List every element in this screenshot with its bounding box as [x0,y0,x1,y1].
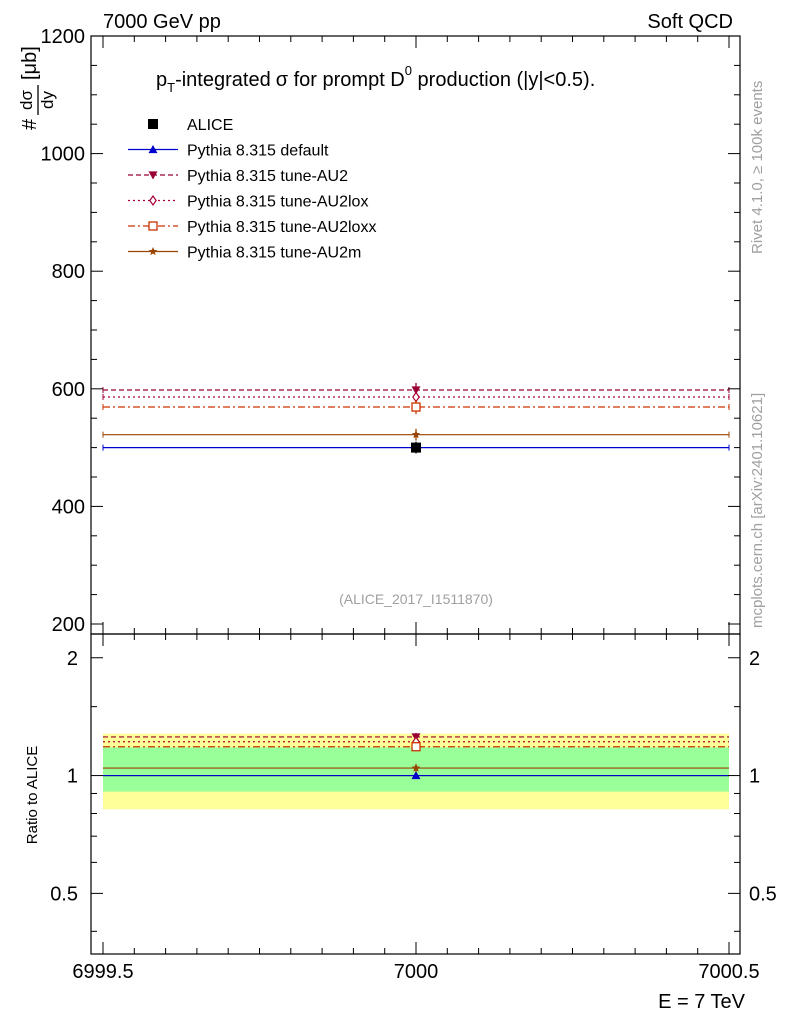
legend-label-pythia-8-315-tune-au2: Pythia 8.315 tune-AU2 [187,168,348,185]
legend-marker-pythia-8-315-tune-au2lox [149,194,157,207]
ylabel-den: dy [38,91,57,109]
axis-ticks [91,35,740,954]
legend-label-pythia-8-315-tune-au2loxx: Pythia 8.315 tune-AU2loxx [187,219,376,236]
ratio-ylabel: Ratio to ALICE [24,746,41,844]
main-yticklabel: 1000 [41,144,86,166]
legend-label-alice: ALICE [187,117,233,134]
main-point-pythia-8-315-tune-au2loxx [411,402,421,412]
title-middle: -integrated [175,69,271,91]
legend: ALICE Pythia 8.315 default Pythia 8.315 tu… [128,117,376,262]
ratio-series-group [103,732,729,780]
title-text: for prompt D [288,69,405,91]
main-yticklabel: 600 [52,379,85,401]
main-yticklabel: 1200 [41,26,86,48]
ratio-point-pythia-8-315-tune-au2m [411,763,421,772]
legend-marker-pythia-8-315-tune-au2m [148,247,158,256]
xlabel: E = 7 TeV [658,991,746,1013]
header-left: 7000 GeV pp [103,11,221,33]
legend-label-pythia-8-315-default: Pythia 8.315 default [187,143,329,160]
main-title: pT-integrated σ for prompt D0 production … [156,63,595,95]
main-yticklabel: 800 [52,261,85,283]
title-suffix: production (|y|<0.5). [412,69,595,91]
title-prefix: p [156,69,167,91]
main-series-group [102,382,730,454]
ratio-yticklabel-left: 0.5 [50,883,78,905]
xticklabel: 7000.5 [698,961,759,983]
main-yticklabel: 400 [52,496,85,518]
main-point-pythia-8-315-tune-au2 [411,386,421,395]
ratio-yticklabel-right: 1 [749,766,760,788]
legend-marker-pythia-8-315-tune-au2loxx [148,221,158,231]
analysis-watermark: (ALICE_2017_I1511870) [339,591,493,607]
ratio-yticklabel-left: 2 [67,648,78,670]
main-point-pythia-8-315-tune-au2m [411,430,421,439]
title-sup: 0 [405,63,412,78]
legend-item-pythia-8-315-tune-au2: Pythia 8.315 tune-AU2 [128,168,348,185]
ylabel-num: dσ [17,90,36,110]
legend-item-pythia-8-315-default: Pythia 8.315 default [128,143,329,160]
ylabel-unit: [μb] [19,46,41,80]
tick-labels: 200 400 600 800 1000 1200 6999.5 7000 7000.5 0.5 0… [41,26,777,983]
main-ylabel: # dσ dy [μb] [17,46,57,130]
legend-item-pythia-8-315-tune-au2loxx: Pythia 8.315 tune-AU2loxx [128,219,376,236]
rivet-label: Rivet 4.1.0, ≥ 100k events [749,81,766,254]
ratio-yticklabel-right: 0.5 [749,883,777,905]
ratio-point-pythia-8-315-default [411,771,421,780]
source-label: mcplots.cern.ch [arXiv:2401.10621] [749,393,766,628]
legend-label-pythia-8-315-tune-au2m: Pythia 8.315 tune-AU2m [187,245,361,262]
xticklabel: 6999.5 [72,961,133,983]
ratio-yticklabel-left: 1 [67,766,78,788]
legend-marker-alice [148,119,158,129]
title-prefix-sub: T [167,80,175,95]
legend-item-pythia-8-315-tune-au2m: Pythia 8.315 tune-AU2m [128,245,361,262]
legend-label-pythia-8-315-tune-au2lox: Pythia 8.315 tune-AU2lox [187,194,368,211]
xticklabel: 7000 [394,961,439,983]
ylabel-hash: # [19,118,41,130]
header-right: Soft QCD [647,11,733,33]
legend-marker-pythia-8-315-default [148,145,158,154]
ratio-yticklabel-right: 2 [749,648,760,670]
title-sigma: σ [276,69,289,91]
legend-marker-pythia-8-315-tune-au2 [148,171,158,180]
legend-item-alice: ALICE [148,117,233,134]
main-yticklabel: 200 [52,614,85,636]
main-point-alice [411,442,421,453]
legend-item-pythia-8-315-tune-au2lox: Pythia 8.315 tune-AU2lox [128,194,368,211]
ratio-point-pythia-8-315-tune-au2loxx [411,742,421,752]
